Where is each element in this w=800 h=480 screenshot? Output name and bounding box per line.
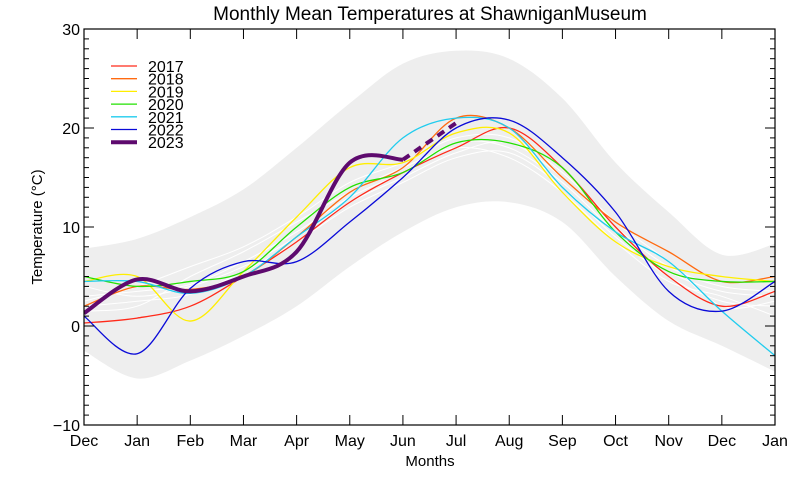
- y-axis-label: Temperature (°C): [29, 169, 46, 284]
- x-tick-label: Nov: [654, 433, 682, 450]
- y-tick-label: 10: [62, 220, 80, 237]
- legend-label-2020: 2020: [148, 97, 184, 114]
- plot-area: −10 0 10 20 30 Dec Jan Feb Mar Apr May Jun Jul Aug Se…: [53, 22, 788, 450]
- x-tick-label: Jan: [124, 433, 150, 450]
- x-tick-label: Mar: [230, 433, 258, 450]
- legend-label-2019: 2019: [148, 84, 184, 101]
- x-tick-label: Apr: [284, 433, 310, 450]
- series-line-2023: [84, 153, 404, 315]
- x-tick-label: Dec: [708, 433, 736, 450]
- history-line-history-3: [84, 141, 775, 297]
- legend-label-2022: 2022: [148, 123, 184, 140]
- x-tick-label: Aug: [495, 433, 523, 450]
- y-tick-label: −10: [53, 418, 80, 435]
- legend-label-2023: 2023: [148, 135, 184, 152]
- y-tick-label: 0: [71, 319, 80, 336]
- x-tick-label: Jan: [762, 433, 788, 450]
- series-projection-2023: [401, 121, 458, 162]
- legend-label-2017: 2017: [148, 59, 184, 76]
- y-tick-label: 30: [62, 22, 80, 39]
- legend-label-2018: 2018: [148, 72, 184, 89]
- legend-label-2021: 2021: [148, 110, 184, 127]
- x-tick-label: Sep: [548, 433, 577, 450]
- series-line-2019: [84, 126, 775, 322]
- series-line-2022: [84, 117, 775, 355]
- x-tick-label: Jun: [390, 433, 416, 450]
- x-tick-label: May: [335, 433, 365, 450]
- x-axis-label: Months: [405, 453, 454, 470]
- y-tick-label: 20: [62, 121, 80, 138]
- chart-title: Monthly Mean Temperatures at ShawniganMu…: [213, 4, 647, 25]
- x-tick-label: Jul: [446, 433, 466, 450]
- x-tick-label: Oct: [603, 433, 628, 450]
- series-line-2017: [84, 126, 775, 324]
- x-tick-label: Dec: [70, 433, 98, 450]
- x-tick-label: Feb: [177, 433, 205, 450]
- climatology-envelope: [84, 50, 775, 379]
